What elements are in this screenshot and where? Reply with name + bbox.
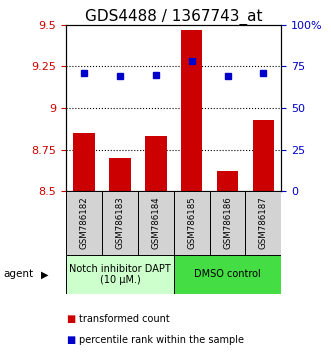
- Bar: [66, 191, 102, 255]
- Text: GSM786183: GSM786183: [116, 196, 124, 250]
- Text: Notch inhibitor DAPT
(10 μM.): Notch inhibitor DAPT (10 μM.): [69, 263, 171, 285]
- Text: transformed count: transformed count: [79, 314, 170, 324]
- Bar: [174, 191, 210, 255]
- Text: GSM786182: GSM786182: [80, 196, 89, 250]
- Text: ■: ■: [66, 314, 75, 324]
- Bar: [253, 120, 274, 191]
- Text: ■: ■: [66, 335, 75, 345]
- Text: DMSO control: DMSO control: [194, 269, 261, 279]
- Text: percentile rank within the sample: percentile rank within the sample: [79, 335, 244, 345]
- Bar: [138, 191, 174, 255]
- Bar: [102, 191, 138, 255]
- Text: GSM786185: GSM786185: [187, 196, 196, 250]
- Bar: [181, 30, 203, 191]
- Bar: [210, 191, 246, 255]
- Bar: [217, 171, 238, 191]
- Bar: [66, 255, 174, 294]
- Text: ▶: ▶: [41, 269, 48, 279]
- Title: GDS4488 / 1367743_at: GDS4488 / 1367743_at: [85, 8, 262, 25]
- Bar: [145, 136, 166, 191]
- Text: agent: agent: [3, 269, 33, 279]
- Text: GSM786187: GSM786187: [259, 196, 268, 250]
- Text: GSM786186: GSM786186: [223, 196, 232, 250]
- Bar: [109, 158, 131, 191]
- Bar: [246, 191, 281, 255]
- Bar: [73, 133, 95, 191]
- Text: GSM786184: GSM786184: [151, 196, 160, 250]
- Bar: [174, 255, 281, 294]
